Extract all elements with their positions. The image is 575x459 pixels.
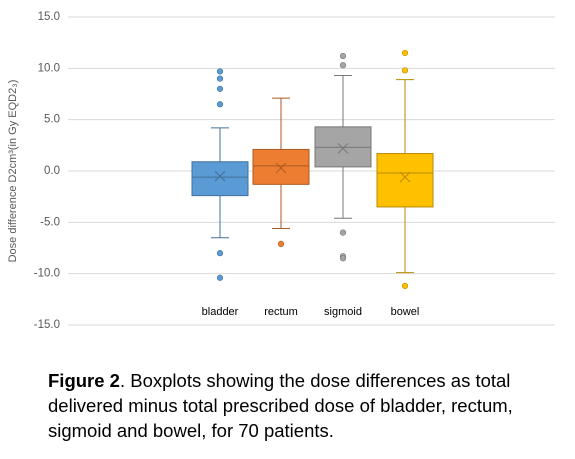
box <box>252 148 310 185</box>
outlier <box>216 75 224 82</box>
box <box>376 153 434 208</box>
caption: Figure 2. Boxplots showing the dose diff… <box>48 368 573 443</box>
caption-text: . Boxplots showing the dose differences … <box>48 370 513 441</box>
outlier <box>401 67 409 74</box>
outlier <box>339 229 347 236</box>
outlier <box>339 255 347 262</box>
outlier <box>216 101 224 108</box>
mean-marker <box>337 143 349 154</box>
box <box>314 126 372 168</box>
mean-marker <box>275 162 287 174</box>
y-tick-label: 15.0 <box>38 11 60 23</box>
y-axis-label: Dose difference D2cm³(in Gy EQD2₃) <box>7 80 19 263</box>
outlier <box>401 49 409 57</box>
chart: Dose difference D2cm³(in Gy EQD2₃) -15.0… <box>7 11 555 331</box>
box <box>191 161 249 197</box>
caption-label: Figure 2 <box>48 370 120 391</box>
mean-marker <box>399 171 411 183</box>
y-tick-label: 0.0 <box>44 165 60 177</box>
y-tick-label: 10.0 <box>38 62 60 74</box>
y-tick-label: -15.0 <box>34 319 60 331</box>
mean-marker <box>214 170 226 182</box>
outlier <box>216 68 224 75</box>
x-tick-label: bladder <box>202 306 239 318</box>
outlier <box>277 240 285 247</box>
outlier <box>401 282 409 290</box>
outlier <box>339 52 347 60</box>
y-tick-label: -5.0 <box>40 216 60 228</box>
x-tick-label: sigmoid <box>324 306 362 318</box>
outlier <box>339 62 347 69</box>
outlier <box>216 274 224 281</box>
x-tick-label: bowel <box>391 306 420 318</box>
y-tick-label: 5.0 <box>44 114 60 126</box>
outlier <box>216 250 224 257</box>
y-tick-label: -10.0 <box>34 268 60 280</box>
outlier <box>216 85 224 92</box>
x-tick-label: rectum <box>264 306 298 318</box>
